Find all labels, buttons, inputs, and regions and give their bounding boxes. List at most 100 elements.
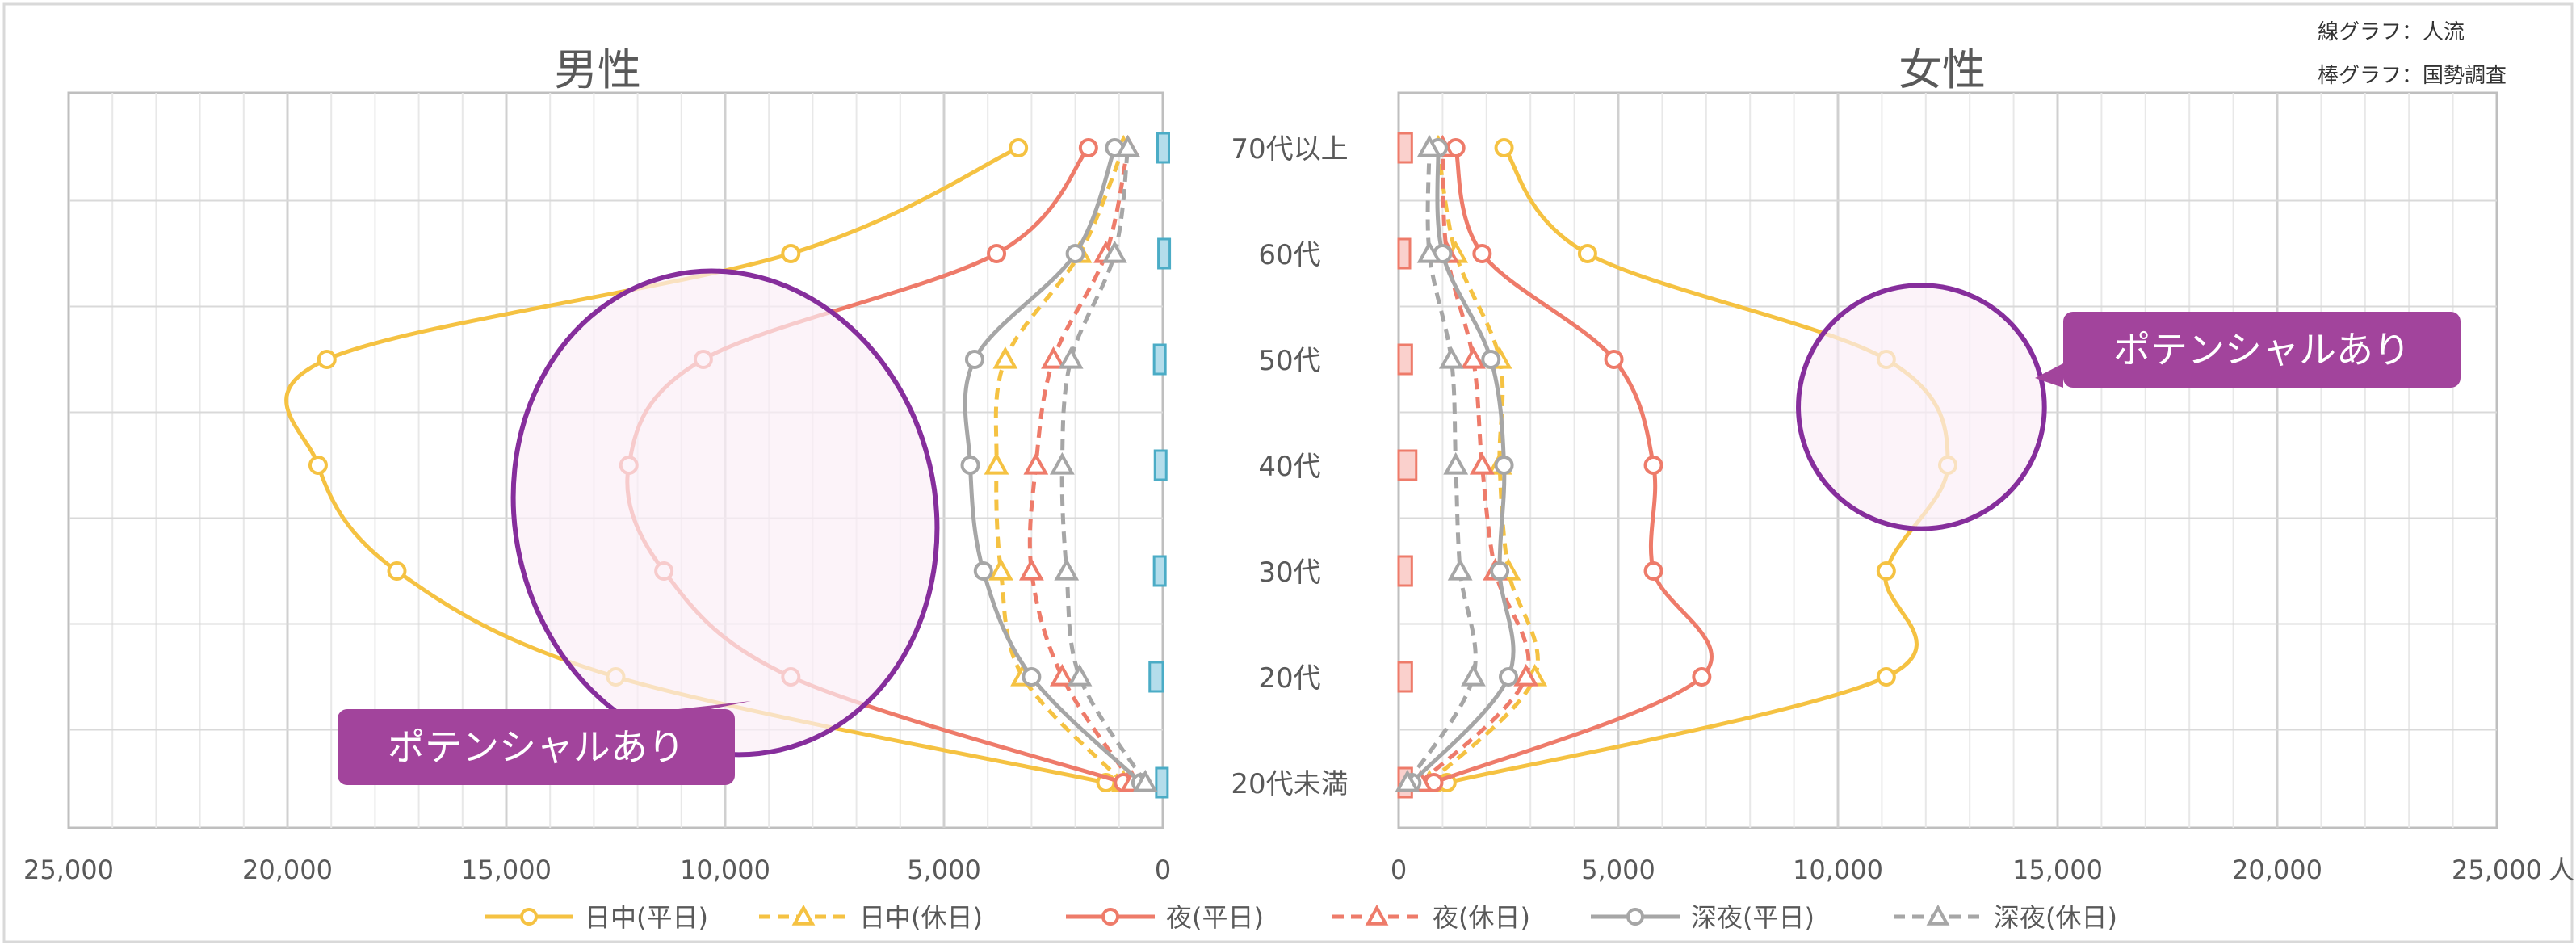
age-label: 50代 [1258,345,1320,377]
data-point [1101,240,1127,263]
age-label: 20代 [1258,662,1320,695]
data-point [1469,451,1495,475]
data-point [1009,138,1029,157]
data-point [1643,561,1663,581]
legend-marker [1626,908,1644,926]
data-point [1067,663,1093,687]
legend-marker [520,908,538,926]
data-point [1577,244,1597,263]
legend-marker [1926,904,1950,926]
series-line [1433,147,1714,785]
data-point [1513,663,1539,687]
legend-marker [1101,908,1119,926]
data-point [992,346,1018,369]
data-point [1132,769,1158,792]
potential-highlight-ellipse [1796,283,2047,531]
data-point [1443,451,1469,475]
data-point [1499,667,1518,687]
data-point [1023,451,1049,475]
census-bar [1148,661,1164,693]
data-point [973,561,993,581]
unit-label: 人 [2549,855,2574,885]
x-tick-label: 25,000 [23,855,114,885]
potential-highlight-ellipse [510,268,940,758]
data-point [1395,769,1420,792]
data-point [1078,138,1098,157]
census-bar [1157,237,1172,270]
x-tick-label: 5,000 [907,855,981,885]
data-point [1022,667,1042,687]
census-bar [1397,343,1413,376]
age-label: 60代 [1258,239,1320,271]
data-point [1054,557,1080,581]
data-point [960,456,980,475]
legend-label: 日中(平日) [585,902,708,933]
legend-label: 日中(休日) [859,902,983,933]
census-bar [1397,237,1412,270]
data-point [781,244,801,263]
age-label: 30代 [1258,556,1320,589]
callout-label: ポテンシャルあり [388,725,685,769]
legend-label: 夜(平日) [1166,902,1264,933]
data-point [1447,557,1473,581]
data-point [1065,244,1085,263]
data-point [387,561,407,581]
data-point [964,350,984,369]
callout-label: ポテンシャルあり [2113,328,2410,372]
data-point [317,350,337,369]
legend-label: 夜(休日) [1433,902,1530,933]
data-point [1494,138,1514,157]
callout-pointer [2035,363,2063,388]
data-point [1604,350,1624,369]
x-tick-label: 20,000 [242,855,333,885]
x-tick-label: 20,000 [2232,855,2322,885]
data-point [1416,134,1442,157]
data-point [1876,667,1896,687]
note-line-flow: 線グラフ：人流 [2318,20,2465,44]
x-tick-label: 15,000 [461,855,552,885]
x-tick-label: 5,000 [1581,855,1655,885]
callout-box [338,709,735,785]
census-bar [1155,766,1169,799]
data-point [1058,346,1084,369]
census-bar [1152,343,1167,376]
x-tick-label: 0 [1155,855,1171,885]
note-line-census: 棒グラフ：国勢調査 [2318,64,2507,88]
legend-marker [791,904,816,926]
data-point [1041,346,1066,369]
data-point [1692,667,1712,687]
x-tick-label: 0 [1391,855,1407,885]
age-label: 70代以上 [1231,133,1348,166]
data-point [1481,350,1501,369]
data-point [1876,561,1896,581]
data-point [1472,244,1492,263]
census-bar [1397,132,1413,164]
census-bar [1397,661,1413,693]
data-point [1049,451,1075,475]
data-point [1461,346,1486,369]
callout-pointer [678,701,751,709]
data-point [308,456,328,475]
data-point [1019,557,1044,581]
census-bar [1152,555,1167,587]
data-point [1490,561,1510,581]
age-label: 40代 [1258,451,1320,483]
data-point [1438,346,1464,369]
data-point [984,451,1009,475]
data-point [987,244,1007,263]
census-bar [1397,449,1418,481]
x-tick-label: 25,000 [2452,855,2542,885]
callout-box [2063,312,2461,388]
data-point [988,557,1013,581]
data-point [1049,663,1075,687]
age-label: 20代未満 [1231,768,1348,800]
panel-title: 女性 [1898,44,1986,95]
x-tick-label: 10,000 [1793,855,1883,885]
data-point [1416,240,1442,263]
legend-label: 深夜(休日) [1994,902,2117,933]
data-point [1115,134,1141,157]
data-point [1494,456,1514,475]
census-bar [1156,132,1170,164]
x-tick-label: 15,000 [2012,855,2103,885]
